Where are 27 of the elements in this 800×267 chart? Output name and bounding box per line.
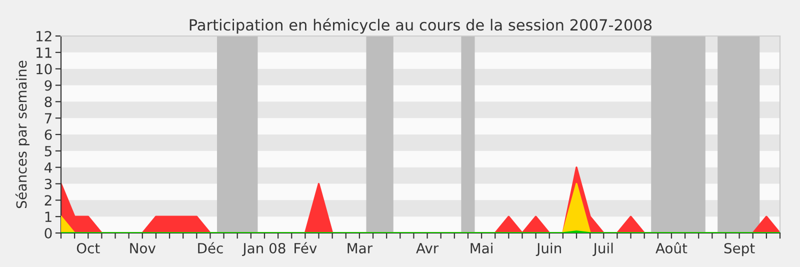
y-tick-label: 1 (45, 212, 52, 222)
y-tick-label: 3 (44, 178, 52, 190)
chart-title: Participation en hémicycle au cours de la session 2007-2008 (190, 18, 652, 34)
y-tick-label: 11 (36, 48, 52, 58)
x-tick-label: Nov (130, 243, 156, 254)
x-tick-label: Sept (724, 242, 755, 256)
x-tick-label: Juin (536, 242, 561, 256)
y-tick-label: 9 (44, 80, 52, 91)
x-tick-label: Avr (416, 243, 439, 254)
y-axis-title: Séances par semaine (15, 60, 30, 208)
y-tick-label: 2 (44, 195, 52, 206)
x-tick-label: Déc (198, 242, 223, 254)
x-tick-label: Jan 08 (242, 242, 286, 256)
y-tick-label: 5 (44, 146, 52, 156)
x-tick-label: Juil (592, 242, 613, 256)
y-tick-label: 0 (44, 228, 52, 238)
y-tick-label: 6 (44, 129, 52, 140)
x-tick-label: Mar (348, 243, 373, 254)
x-tick-label: Oct (76, 242, 100, 254)
y-tick-label: 8 (44, 96, 52, 108)
x-tick-label: Août (656, 242, 688, 254)
y-tick-label: 12 (36, 30, 52, 42)
y-tick-label: 7 (44, 113, 52, 124)
x-tick-label: Mai (470, 242, 492, 254)
y-tick-label: 10 (36, 64, 52, 74)
y-tick-label: 4 (44, 162, 52, 173)
x-tick-label: Fév (294, 242, 317, 254)
